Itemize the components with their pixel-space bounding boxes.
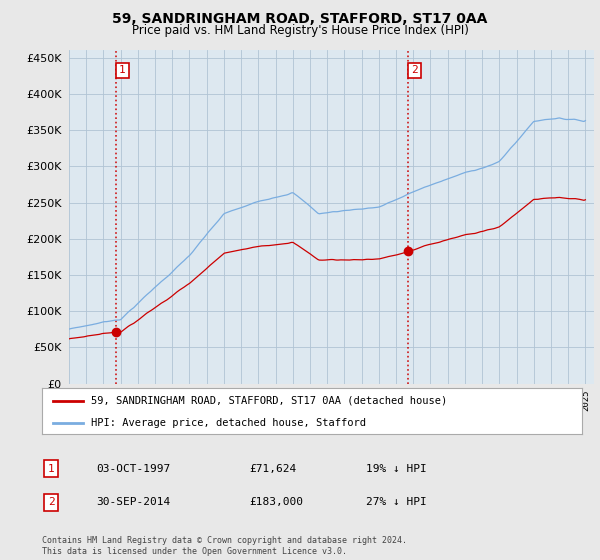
- Text: 19% ↓ HPI: 19% ↓ HPI: [366, 464, 427, 474]
- Text: 1: 1: [47, 464, 55, 474]
- Text: 59, SANDRINGHAM ROAD, STAFFORD, ST17 0AA: 59, SANDRINGHAM ROAD, STAFFORD, ST17 0AA: [112, 12, 488, 26]
- Text: 59, SANDRINGHAM ROAD, STAFFORD, ST17 0AA (detached house): 59, SANDRINGHAM ROAD, STAFFORD, ST17 0AA…: [91, 396, 447, 406]
- Text: £183,000: £183,000: [249, 497, 303, 507]
- Text: 27% ↓ HPI: 27% ↓ HPI: [366, 497, 427, 507]
- Text: £71,624: £71,624: [249, 464, 296, 474]
- Text: 2: 2: [411, 66, 418, 76]
- Text: HPI: Average price, detached house, Stafford: HPI: Average price, detached house, Staf…: [91, 418, 365, 427]
- Text: 2: 2: [47, 497, 55, 507]
- Text: Contains HM Land Registry data © Crown copyright and database right 2024.
This d: Contains HM Land Registry data © Crown c…: [42, 536, 407, 556]
- Text: 1: 1: [119, 66, 126, 76]
- Text: 03-OCT-1997: 03-OCT-1997: [96, 464, 170, 474]
- Text: Price paid vs. HM Land Registry's House Price Index (HPI): Price paid vs. HM Land Registry's House …: [131, 24, 469, 36]
- Text: 30-SEP-2014: 30-SEP-2014: [96, 497, 170, 507]
